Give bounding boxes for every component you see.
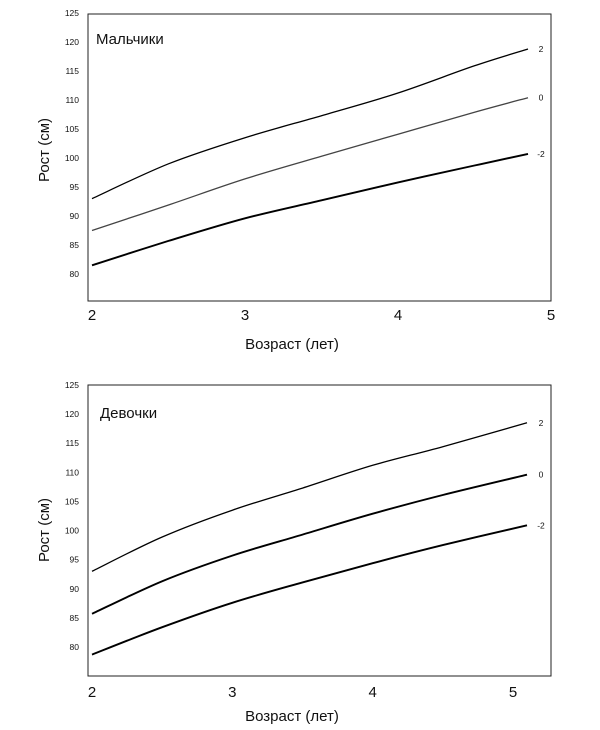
girls-plot-frame bbox=[87, 384, 552, 677]
girls-series-line-0 bbox=[91, 473, 528, 615]
girls-y-tick-label: 125 bbox=[65, 380, 79, 390]
girls-series-lines bbox=[91, 422, 528, 656]
boys-chart-panel: Мальчики Рост (см) Возраст (лет) 80 85 90 9… bbox=[36, 8, 555, 353]
girls-y-axis-label: Рост (см) bbox=[36, 498, 53, 562]
boys-series-label--2: -2 bbox=[537, 149, 545, 159]
boys-y-tick-label: 85 bbox=[70, 240, 80, 250]
girls-x-tick-label: 4 bbox=[368, 684, 376, 701]
girls-x-tick-label: 3 bbox=[228, 684, 236, 701]
boys-y-tick-label: 90 bbox=[70, 211, 80, 221]
boys-series-lines bbox=[91, 48, 529, 267]
boys-x-tick-label: 4 bbox=[394, 307, 402, 324]
boys-plot-frame bbox=[87, 13, 552, 302]
girls-y-tick-label: 90 bbox=[70, 584, 80, 594]
boys-series-label-2: 2 bbox=[539, 44, 544, 54]
girls-y-tick-label: 115 bbox=[65, 438, 79, 448]
girls-y-tick-label: 105 bbox=[65, 496, 79, 506]
boys-series-line-2 bbox=[91, 48, 529, 200]
girls-chart-panel: Девочки Рост (см) Возраст (лет) 80 85 90 95… bbox=[36, 380, 552, 725]
boys-y-tick-label: 115 bbox=[65, 66, 79, 76]
boys-y-tick-label: 125 bbox=[65, 8, 79, 18]
girls-y-tick-label: 85 bbox=[70, 613, 80, 623]
girls-x-tick-label: 2 bbox=[88, 684, 96, 701]
girls-series-label--2: -2 bbox=[537, 520, 545, 530]
girls-x-tick-label: 5 bbox=[509, 684, 517, 701]
boys-y-tick-label: 110 bbox=[65, 95, 79, 105]
girls-x-axis-label: Возраст (лет) bbox=[245, 708, 339, 725]
boys-x-tick-label: 5 bbox=[547, 307, 555, 324]
boys-x-tick-label: 3 bbox=[241, 307, 249, 324]
boys-series-line-0 bbox=[91, 97, 529, 232]
boys-chart-title: Мальчики bbox=[96, 31, 164, 48]
boys-y-tick-label: 100 bbox=[65, 153, 79, 163]
boys-x-ticks: 2 3 4 5 bbox=[88, 307, 555, 324]
girls-series-line--2 bbox=[91, 524, 528, 656]
boys-x-tick-label: 2 bbox=[88, 307, 96, 324]
boys-series-label-0: 0 bbox=[539, 93, 544, 103]
girls-y-ticks: 80 85 90 95 100 105 110 115 120 125 bbox=[65, 380, 79, 652]
girls-series-labels: 2 0 -2 bbox=[537, 418, 545, 530]
girls-y-tick-label: 120 bbox=[65, 409, 79, 419]
girls-y-tick-label: 95 bbox=[70, 555, 80, 565]
boys-y-tick-label: 95 bbox=[70, 182, 80, 192]
boys-y-axis-label: Рост (см) bbox=[36, 118, 53, 182]
girls-series-line-2 bbox=[91, 422, 528, 572]
boys-x-axis-label: Возраст (лет) bbox=[245, 336, 339, 353]
girls-series-label-0: 0 bbox=[539, 470, 544, 480]
girls-series-label-2: 2 bbox=[539, 418, 544, 428]
girls-chart-title: Девочки bbox=[100, 405, 157, 422]
boys-series-line--2 bbox=[91, 152, 529, 267]
girls-y-tick-label: 110 bbox=[65, 467, 79, 477]
girls-y-tick-label: 100 bbox=[65, 526, 79, 536]
boys-y-ticks: 80 85 90 95 100 105 110 115 120 125 bbox=[65, 8, 79, 279]
boys-y-tick-label: 120 bbox=[65, 37, 79, 47]
boys-series-labels: 2 0 -2 bbox=[537, 44, 545, 159]
boys-y-tick-label: 105 bbox=[65, 124, 79, 134]
girls-y-tick-label: 80 bbox=[70, 642, 80, 652]
girls-x-ticks: 2 3 4 5 bbox=[88, 684, 517, 701]
boys-y-tick-label: 80 bbox=[70, 269, 80, 279]
